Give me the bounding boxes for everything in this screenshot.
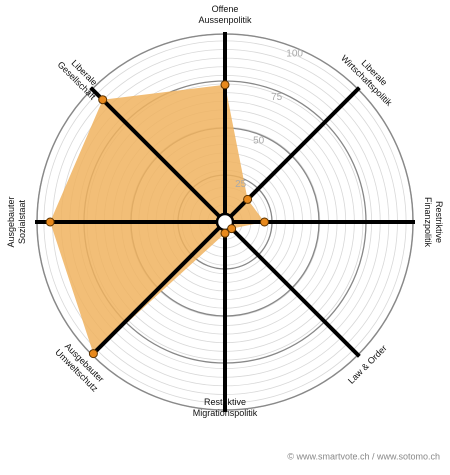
point [88, 349, 98, 359]
point [243, 194, 253, 204]
axis-label-line: Restriktive [434, 201, 444, 243]
point [98, 95, 108, 105]
axis-label-line: Sozialstaat [17, 199, 27, 244]
point [220, 228, 230, 238]
footer: © www.smartvote.ch / www.sotomo.ch [287, 451, 440, 461]
axis-label-line: Offene [212, 4, 239, 14]
axis-label-line: Migrationspolitik [193, 408, 258, 418]
axis-label-line: Aussenpolitik [198, 15, 252, 25]
area [50, 84, 265, 354]
point [259, 217, 269, 227]
point [220, 80, 230, 90]
axis-label-line: Ausgebauter [6, 196, 16, 247]
tick-label: 75 [271, 92, 283, 103]
tick-label: 100 [286, 48, 303, 59]
axis-line [89, 86, 227, 224]
axis-label: Ausgebauter Sozialstaat [6, 196, 27, 247]
tick-label: 25 [235, 179, 247, 190]
axis-label-line: Finanzpolitik [423, 197, 433, 248]
point [45, 217, 55, 227]
axis-line [223, 220, 361, 358]
point [227, 224, 237, 234]
axis-line [89, 220, 227, 358]
tick-label: 50 [253, 135, 265, 146]
axis-label-line: Restriktive [204, 397, 246, 407]
